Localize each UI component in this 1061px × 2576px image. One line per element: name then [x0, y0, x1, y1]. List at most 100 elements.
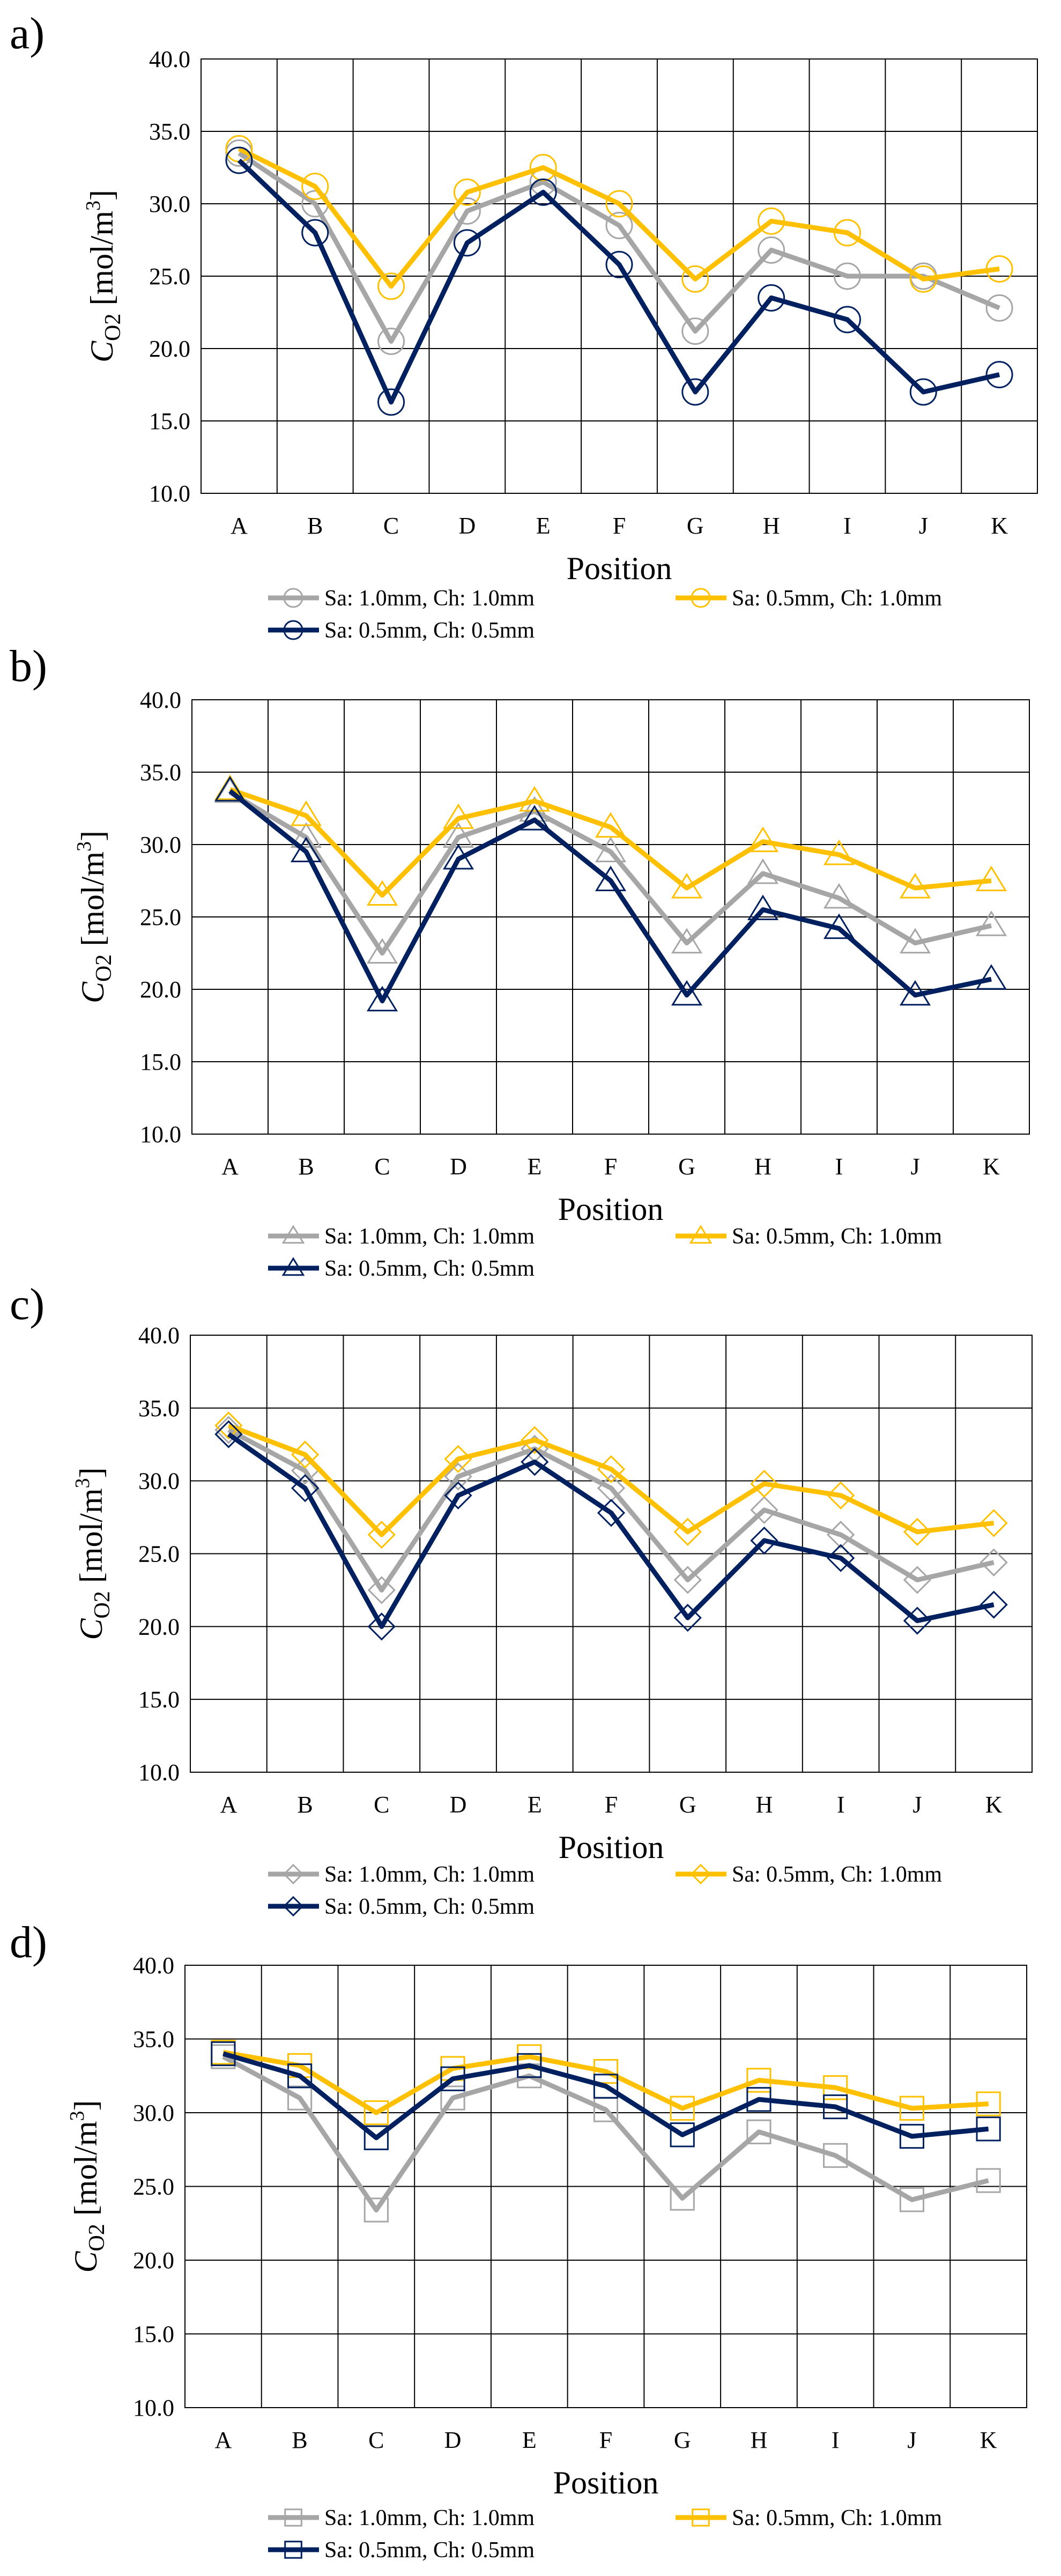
y-axis-title-superscript: 3 [82, 201, 105, 211]
data-point [750, 1526, 778, 1555]
legend-entry: Sa: 0.5mm, Ch: 1.0mm [676, 586, 942, 611]
data-point [985, 361, 1013, 389]
data-point [605, 212, 633, 239]
y-axis-title: CO2 [mol/m3] [66, 2100, 109, 2272]
y-tick-label: 30.0 [133, 2100, 174, 2126]
data-point [671, 872, 703, 899]
data-point [833, 306, 861, 334]
data-point [980, 1590, 1008, 1619]
x-tick-label: G [687, 513, 704, 539]
data-point [597, 1455, 626, 1484]
data-point [827, 1521, 855, 1549]
x-tick-label: J [907, 2427, 916, 2453]
y-axis-title-superscript: 3 [71, 1478, 94, 1488]
y-tick-label: 40.0 [133, 1952, 174, 1979]
x-tick-label: I [837, 1792, 845, 1818]
data-point [758, 236, 785, 264]
x-tick-label: A [221, 1153, 239, 1180]
x-tick-label: C [374, 1153, 390, 1180]
data-point [673, 1603, 702, 1632]
legend-swatch-marker [690, 1863, 711, 1885]
data-point [214, 1420, 243, 1448]
data-point [211, 2041, 236, 2067]
series-line-2 [238, 146, 1000, 289]
x-tick-label: F [605, 1792, 618, 1818]
series-line-3 [237, 158, 1000, 405]
data-point [747, 826, 779, 853]
x-tick-label: F [599, 2427, 612, 2453]
data-point [453, 178, 481, 206]
y-axis-title-unit: [mol/m [84, 211, 120, 314]
data-point [823, 913, 855, 939]
x-tick-label: A [231, 513, 248, 539]
data-point [899, 872, 931, 899]
x-tick-label: B [297, 1792, 313, 1818]
y-axis-title-symbol: C [84, 340, 120, 362]
x-tick-label: G [674, 2427, 691, 2453]
y-axis-title-superscript: 3 [66, 2111, 88, 2121]
data-point [444, 1445, 472, 1474]
data-point [377, 388, 405, 416]
data-point [750, 1496, 778, 1524]
legend-label: Sa: 0.5mm, Ch: 0.5mm [324, 1256, 535, 1281]
data-point [975, 911, 1007, 936]
data-point [529, 178, 557, 206]
legend-swatch-marker [283, 1863, 304, 1885]
y-tick-label: 25.0 [133, 2174, 174, 2200]
data-point [440, 2085, 465, 2111]
x-tick-label: K [985, 1792, 1003, 1818]
x-tick-label: J [910, 1153, 919, 1180]
y-axis-title-subscript: O2 [101, 314, 125, 341]
x-tick-label: E [528, 1792, 542, 1818]
x-tick-label: I [832, 2427, 840, 2453]
data-point [823, 883, 855, 909]
x-tick-label: H [754, 1153, 771, 1180]
y-axis-title-unit: [mol/m [75, 852, 110, 954]
data-point [909, 378, 937, 406]
panel-label: a) [10, 9, 44, 58]
data-point [833, 262, 861, 290]
data-point [899, 2123, 925, 2149]
x-tick-label: G [678, 1153, 695, 1180]
data-point [746, 2087, 771, 2112]
y-tick-label: 25.0 [138, 1541, 180, 1567]
data-point [366, 880, 398, 906]
data-point [899, 2096, 925, 2121]
x-axis-title: Position [559, 1830, 664, 1865]
data-point [670, 2096, 695, 2121]
data-point [366, 986, 398, 1012]
x-tick-label: E [528, 1153, 542, 1180]
series-line-2 [222, 2049, 989, 2115]
y-axis-title-symbol: C [73, 1618, 109, 1640]
x-tick-label: C [368, 2427, 384, 2453]
x-tick-label: D [450, 1792, 467, 1818]
y-axis-title-symbol: C [75, 981, 110, 1003]
y-axis-title-symbol: C [68, 2251, 103, 2273]
data-point [671, 928, 703, 954]
data-point [833, 219, 861, 247]
data-point [597, 1499, 626, 1527]
x-axis-title: Position [553, 2465, 659, 2500]
legend-swatch-marker [283, 1896, 304, 1917]
legend-label: Sa: 1.0mm, Ch: 1.0mm [324, 586, 535, 611]
y-tick-label: 15.0 [138, 1686, 180, 1713]
data-point [980, 1548, 1008, 1576]
data-point [366, 938, 398, 964]
y-tick-label: 30.0 [140, 832, 181, 858]
data-point [903, 1607, 932, 1635]
y-tick-label: 30.0 [149, 191, 190, 217]
legend-swatch-marker [283, 620, 303, 640]
data-point [290, 837, 322, 862]
series-line-1 [228, 790, 992, 956]
legend-swatch-marker [281, 1257, 305, 1276]
data-point [823, 2094, 848, 2120]
data-point [290, 800, 322, 826]
legend-label: Sa: 0.5mm, Ch: 1.0mm [732, 586, 942, 611]
data-point [976, 2091, 1001, 2116]
data-point [444, 1462, 472, 1491]
legend-label: Sa: 1.0mm, Ch: 1.0mm [324, 1862, 535, 1887]
data-point [440, 2066, 465, 2091]
y-axis-title-end: ] [84, 190, 120, 201]
x-tick-label: H [756, 1792, 773, 1818]
x-tick-label: K [983, 1153, 1000, 1180]
